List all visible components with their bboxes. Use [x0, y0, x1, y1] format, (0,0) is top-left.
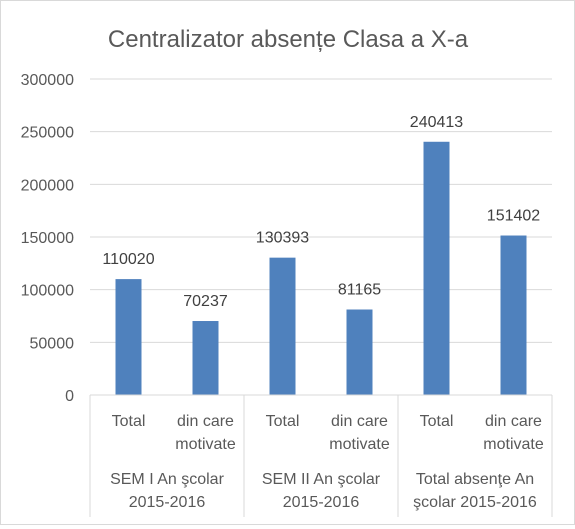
y-axis-tick-labels: 0 50000 100000 150000 200000 250000 300000: [21, 72, 74, 405]
y-tick-label: 50000: [30, 335, 75, 352]
data-labels: 110020 70237 130393 81165 240413 151402: [102, 114, 540, 310]
group-category-label: şcolar 2015-2016: [413, 494, 537, 511]
bar: [115, 279, 142, 395]
group-category-label: SEM II An şcolar: [262, 471, 381, 488]
group-category-label: 2015-2016: [129, 494, 206, 511]
bar: [423, 141, 450, 395]
bar-category-label: din care: [331, 413, 388, 430]
y-tick-label: 200000: [21, 177, 74, 194]
bar: [192, 321, 219, 395]
bar: [269, 257, 296, 395]
y-tick-label: 300000: [21, 72, 74, 89]
bar: [500, 235, 527, 395]
y-tick-label: 100000: [21, 283, 74, 300]
bar-value-label: 240413: [410, 114, 463, 131]
bars: [115, 141, 527, 395]
bar-category-label: Total: [420, 413, 454, 430]
bar-value-label: 70237: [183, 293, 228, 310]
bar-category-label: din care: [485, 413, 542, 430]
group-category-label: Total absenţe An: [416, 471, 534, 488]
bar-category-label: motivate: [483, 436, 544, 453]
bar-category-label: din care: [177, 413, 234, 430]
y-tick-label: 250000: [21, 125, 74, 142]
chart-title: Centralizator absențe Clasa a X-a: [108, 26, 469, 53]
category-axis: Total din care motivate SEM I An şcolar 2015…: [89, 394, 553, 517]
bar-value-label: 151402: [487, 208, 540, 225]
bar: [346, 309, 373, 395]
bar-category-label: motivate: [175, 436, 236, 453]
bar-value-label: 81165: [338, 282, 381, 299]
bar-category-label: Total: [266, 413, 300, 430]
bar-category-label: Total: [112, 413, 146, 430]
gridlines: [90, 78, 552, 343]
group-category-label: SEM I An şcolar: [110, 471, 224, 488]
bar-category-label: motivate: [329, 436, 390, 453]
group-category-label: 2015-2016: [283, 494, 360, 511]
y-tick-label: 150000: [21, 230, 74, 247]
bar-value-label: 110020: [102, 251, 154, 268]
y-tick-label: 0: [65, 388, 74, 405]
bar-value-label: 130393: [256, 230, 309, 247]
